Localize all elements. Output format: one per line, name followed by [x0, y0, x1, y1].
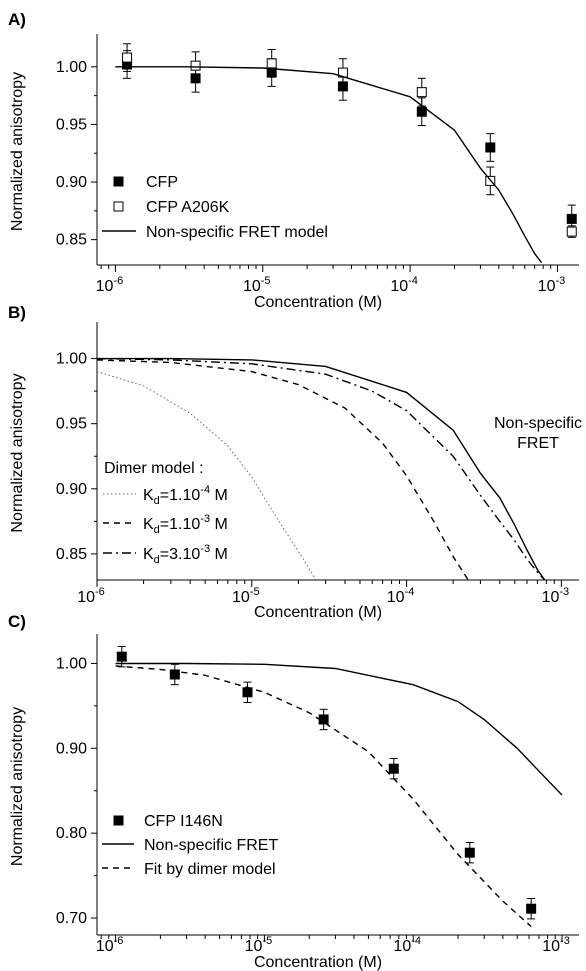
legend-entry-label: Kd=1.10-4 M: [143, 484, 228, 507]
data-point: [485, 142, 496, 153]
x-tick-label: 10-3: [542, 935, 570, 955]
data-point: [464, 847, 475, 858]
legend-marker: [113, 201, 124, 212]
y-tick-label: 0.85: [56, 546, 87, 563]
data-point: [190, 60, 201, 71]
legend-entry-label: Kd=1.10-3 M: [143, 513, 228, 536]
series-line-3: [97, 359, 469, 580]
y-tick-label: 0.80: [56, 825, 87, 842]
legend-entry-label: Fit by dimer model: [144, 861, 276, 878]
x-tick-label: 10-5: [243, 275, 271, 295]
y-tick-label: 0.90: [56, 481, 87, 498]
x-tick-label: 10-6: [77, 586, 105, 606]
data-point: [388, 763, 399, 774]
y-tick-label: 1.00: [56, 655, 87, 672]
series-line-2: [115, 662, 563, 796]
x-axis-title: Concentration (M): [254, 954, 382, 971]
series-line-3: [115, 66, 543, 264]
x-axis-title: Concentration (M): [254, 294, 382, 311]
y-axis-title: Normalized anisotropy: [9, 373, 26, 532]
series-line-3: [115, 665, 532, 928]
x-tick-label: 10-3: [538, 275, 566, 295]
panel-label: C): [8, 612, 26, 631]
data-point: [566, 213, 577, 224]
x-tick-label: 10-5: [245, 935, 273, 955]
panel-label: A): [8, 10, 26, 29]
x-tick-label: 10-4: [387, 586, 415, 606]
legend-marker: [113, 176, 124, 187]
chart-panel-1: A) 1.00 0.95 0.90 0.85 10-6 10-5 10-4 10-3 Concen…: [8, 10, 579, 311]
y-tick-label: 0.95: [56, 416, 87, 433]
legend-entry-label: Non-specific FRET model: [146, 224, 328, 241]
y-axis-title: Normalized anisotropy: [9, 707, 26, 866]
x-tick-label: 10-3: [542, 586, 570, 606]
legend-title: Dimer model :: [104, 460, 204, 477]
series-line-1: [97, 357, 546, 580]
chart-panel-3: C) 1.00 0.90 0.80 0.70 10-6 10-5 10-4 10-3 Concen…: [8, 612, 579, 971]
series-line-4: [97, 357, 546, 580]
legend-entry-label: CFP: [146, 174, 178, 191]
y-tick-label: 1.00: [56, 351, 87, 368]
data-point: [122, 52, 133, 63]
data-point: [566, 226, 577, 237]
data-point: [526, 903, 537, 914]
y-tick-label: 0.90: [56, 174, 87, 191]
y-tick-label: 0.90: [56, 740, 87, 757]
annotation-line-1: Non-specific: [494, 415, 582, 432]
chart-panel-2: B) 1.00 0.95 0.90 0.85 10-6 10-5 10-4 10-3 Concen…: [8, 303, 582, 621]
panel-label: B): [8, 303, 26, 322]
y-tick-label: 1.00: [56, 59, 87, 76]
series-line-2: [97, 371, 317, 580]
legend-entry-label: Non-specific FRET: [144, 837, 278, 854]
data-point: [416, 106, 427, 117]
x-tick-label: 10-6: [96, 275, 124, 295]
x-tick-label: 10-5: [232, 586, 260, 606]
legend-entry-label: CFP A206K: [146, 199, 230, 216]
y-axis-title: Normalized anisotropy: [9, 72, 26, 231]
x-axis-title: Concentration (M): [254, 604, 382, 621]
annotation-line-2: FRET: [517, 435, 559, 452]
data-point: [266, 58, 277, 69]
data-point: [242, 687, 253, 698]
x-tick-label: 10-6: [96, 935, 124, 955]
data-point: [169, 669, 180, 680]
x-tick-label: 10-4: [390, 275, 418, 295]
legend-marker: [113, 815, 124, 826]
y-tick-label: 0.95: [56, 116, 87, 133]
y-tick-label: 0.85: [56, 232, 87, 249]
legend-entry-label: CFP I146N: [144, 813, 223, 830]
data-point: [416, 87, 427, 98]
x-tick-label: 10-4: [393, 935, 421, 955]
y-tick-label: 0.70: [56, 910, 87, 927]
legend-entry-label: Kd=3.10-3 M: [143, 543, 228, 566]
data-point: [116, 651, 127, 662]
